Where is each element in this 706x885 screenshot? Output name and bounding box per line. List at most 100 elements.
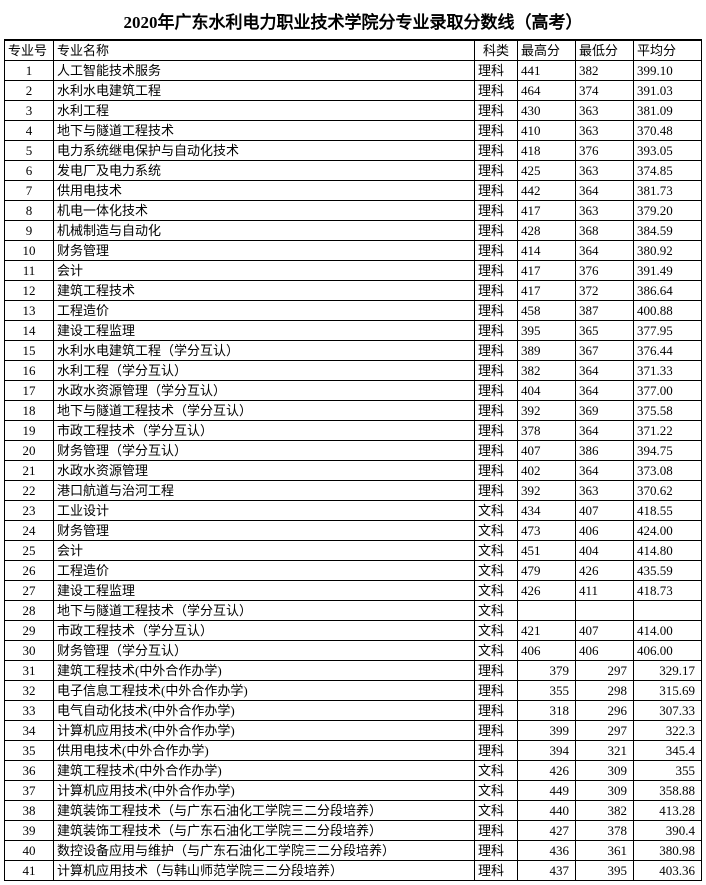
cell-max: 414 [518,241,576,261]
cell-name: 建筑装饰工程技术（与广东石油化工学院三二分段培养） [54,801,475,821]
cell-max: 382 [518,361,576,381]
cell-name: 财务管理（学分互认） [54,641,475,661]
cell-name: 水利水电建筑工程（学分互认） [54,341,475,361]
cell-name: 财务管理（学分互认） [54,441,475,461]
cell-kind: 文科 [475,621,518,641]
cell-min: 387 [576,301,634,321]
cell-max: 425 [518,161,576,181]
cell-avg: 418.55 [634,501,702,521]
table-row: 34计算机应用技术(中外合作办学)理科399297322.3 [5,721,702,741]
cell-min: 407 [576,501,634,521]
cell-name: 计算机应用技术(中外合作办学) [54,721,475,741]
cell-name: 人工智能技术服务 [54,61,475,81]
cell-kind: 文科 [475,501,518,521]
cell-kind: 理科 [475,301,518,321]
cell-kind: 理科 [475,661,518,681]
cell-kind: 理科 [475,241,518,261]
cell-min: 297 [576,721,634,741]
table-row: 18地下与隧道工程技术（学分互认）理科392369375.58 [5,401,702,421]
cell-avg: 380.92 [634,241,702,261]
header-kind: 科类 [475,41,518,61]
cell-max: 451 [518,541,576,561]
cell-id: 28 [5,601,54,621]
cell-min [576,601,634,621]
cell-min: 309 [576,781,634,801]
cell-avg: 414.80 [634,541,702,561]
cell-kind: 理科 [475,261,518,281]
table-row: 23工业设计文科434407418.55 [5,501,702,521]
cell-max: 395 [518,321,576,341]
cell-avg: 386.64 [634,281,702,301]
cell-id: 40 [5,841,54,861]
cell-max: 404 [518,381,576,401]
cell-max: 418 [518,141,576,161]
table-row: 36建筑工程技术(中外合作办学)文科426309355 [5,761,702,781]
cell-kind: 理科 [475,841,518,861]
cell-min: 382 [576,801,634,821]
cell-min: 374 [576,81,634,101]
cell-id: 30 [5,641,54,661]
cell-min: 363 [576,201,634,221]
cell-kind: 理科 [475,361,518,381]
table-row: 26工程造价文科479426435.59 [5,561,702,581]
cell-min: 364 [576,461,634,481]
cell-avg [634,601,702,621]
cell-avg: 358.88 [634,781,702,801]
cell-id: 33 [5,701,54,721]
cell-name: 建设工程监理 [54,321,475,341]
cell-max: 402 [518,461,576,481]
cell-max: 440 [518,801,576,821]
cell-max: 318 [518,701,576,721]
cell-kind: 文科 [475,781,518,801]
table-row: 13工程造价理科458387400.88 [5,301,702,321]
cell-name: 电力系统继电保护与自动化技术 [54,141,475,161]
cell-max: 479 [518,561,576,581]
cell-min: 309 [576,761,634,781]
cell-id: 35 [5,741,54,761]
table-row: 35供用电技术(中外合作办学)理科394321345.4 [5,741,702,761]
cell-max: 410 [518,121,576,141]
cell-name: 发电厂及电力系统 [54,161,475,181]
cell-avg: 393.05 [634,141,702,161]
cell-id: 9 [5,221,54,241]
cell-min: 372 [576,281,634,301]
header-max: 最高分 [518,41,576,61]
cell-kind: 理科 [475,401,518,421]
cell-max: 441 [518,61,576,81]
cell-max: 389 [518,341,576,361]
cell-kind: 理科 [475,381,518,401]
table-row: 15水利水电建筑工程（学分互认）理科389367376.44 [5,341,702,361]
cell-max: 355 [518,681,576,701]
header-id: 专业号 [5,41,54,61]
cell-kind: 文科 [475,641,518,661]
cell-id: 10 [5,241,54,261]
cell-max: 464 [518,81,576,101]
cell-name: 工程造价 [54,561,475,581]
cell-avg: 399.10 [634,61,702,81]
cell-avg: 403.36 [634,861,702,881]
cell-name: 地下与隧道工程技术 [54,121,475,141]
cell-id: 2 [5,81,54,101]
cell-kind: 文科 [475,561,518,581]
cell-id: 41 [5,861,54,881]
cell-kind: 文科 [475,601,518,621]
cell-min: 406 [576,641,634,661]
cell-avg: 376.44 [634,341,702,361]
table-row: 19市政工程技术（学分互认）理科378364371.22 [5,421,702,441]
cell-id: 8 [5,201,54,221]
cell-min: 298 [576,681,634,701]
cell-avg: 380.98 [634,841,702,861]
table-row: 9机械制造与自动化理科428368384.59 [5,221,702,241]
cell-name: 电气自动化技术(中外合作办学) [54,701,475,721]
cell-name: 建筑工程技术(中外合作办学) [54,661,475,681]
table-row: 7供用电技术理科442364381.73 [5,181,702,201]
table-row: 12建筑工程技术理科417372386.64 [5,281,702,301]
cell-kind: 理科 [475,201,518,221]
table-row: 11会计理科417376391.49 [5,261,702,281]
cell-avg: 435.59 [634,561,702,581]
table-row: 37计算机应用技术(中外合作办学)文科449309358.88 [5,781,702,801]
table-row: 4地下与隧道工程技术理科410363370.48 [5,121,702,141]
cell-kind: 理科 [475,681,518,701]
cell-id: 11 [5,261,54,281]
cell-min: 369 [576,401,634,421]
